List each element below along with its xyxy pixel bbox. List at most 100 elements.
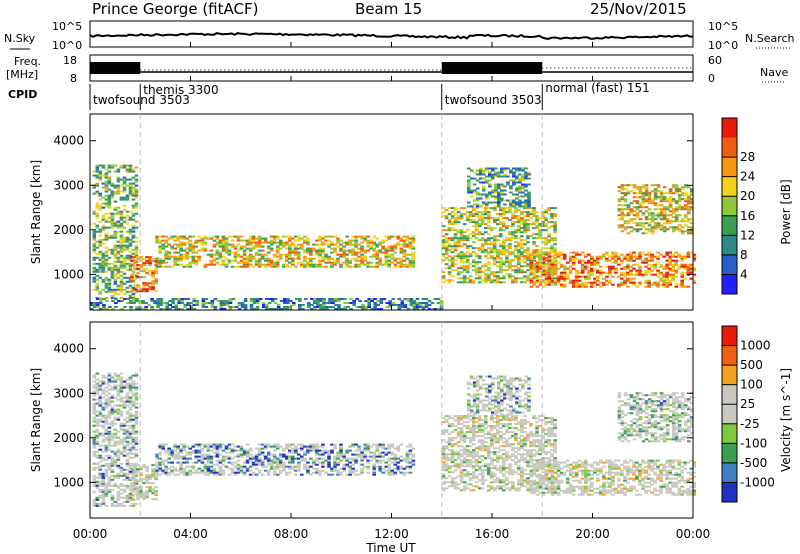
echo-cell: [188, 247, 193, 250]
echo-cell: [164, 265, 168, 268]
echo-cell: [550, 275, 555, 278]
echo-cell: [125, 404, 130, 407]
echo-cell: [559, 253, 564, 256]
echo-cell: [131, 424, 136, 427]
echo-cell: [684, 216, 688, 219]
echo-cell: [517, 209, 521, 212]
echo-cell: [360, 451, 364, 454]
echo-cell: [456, 255, 461, 258]
echo-cell: [547, 275, 552, 278]
echo-cell: [236, 445, 241, 448]
echo-cell: [665, 218, 670, 221]
echo-cell: [677, 196, 682, 199]
echo-cell: [92, 406, 97, 409]
echo-cell: [517, 229, 521, 232]
echo-cell: [408, 253, 413, 256]
echo-cell: [245, 259, 250, 262]
echo-cell: [139, 276, 143, 279]
echo-cell: [629, 190, 634, 193]
echo-cell: [623, 255, 627, 258]
echo-cell: [505, 273, 509, 276]
echo-cell: [275, 463, 280, 466]
echo-cell: [471, 219, 476, 222]
echo-cell: [490, 207, 494, 210]
echo-cell: [176, 451, 180, 454]
echo-cell: [107, 278, 112, 281]
echo-cell: [104, 492, 109, 495]
echo-cell: [541, 257, 546, 260]
echo-cell: [209, 255, 214, 258]
echo-cell: [224, 455, 229, 458]
echo-cell: [255, 308, 260, 310]
echo-cell: [285, 265, 289, 268]
echo-cell: [345, 465, 349, 468]
echo-cell: [474, 223, 479, 226]
echo-cell: [303, 263, 307, 266]
echo-cell: [665, 259, 669, 262]
echo-cell: [125, 244, 130, 247]
echo-cell: [644, 269, 648, 272]
echo-cell: [502, 209, 506, 212]
echo-cell: [337, 308, 341, 310]
echo-cell: [212, 243, 217, 246]
echo-cell: [496, 253, 500, 256]
echo-cell: [683, 265, 688, 268]
echo-cell: [107, 462, 112, 465]
echo-cell: [677, 188, 682, 191]
echo-cell: [641, 273, 645, 276]
echo-cell: [275, 241, 280, 244]
echo-cell: [471, 221, 476, 224]
echo-cell: [521, 183, 525, 186]
echo-cell: [128, 504, 133, 507]
colorbar-segment: [722, 176, 737, 197]
echo-cell: [267, 298, 272, 300]
echo-cell: [203, 455, 208, 458]
echo-cell: [692, 267, 697, 270]
echo-cell: [485, 195, 489, 198]
echo-cell: [541, 255, 546, 258]
echo-cell: [390, 253, 395, 256]
echo-cell: [665, 253, 669, 256]
echo-cell: [142, 276, 146, 279]
echo-cell: [164, 471, 168, 474]
echo-cell: [644, 186, 649, 189]
echo-cell: [270, 298, 275, 300]
echo-cell: [93, 304, 97, 306]
echo-cell: [215, 443, 220, 446]
echo-cell: [101, 374, 106, 377]
echo-cell: [126, 298, 130, 300]
echo-cell: [148, 274, 152, 277]
echo-cell: [480, 219, 485, 222]
echo-cell: [484, 275, 488, 278]
echo-cell: [139, 494, 143, 497]
echo-cell: [390, 247, 395, 250]
echo-cell: [257, 261, 262, 264]
echo-cell: [441, 245, 446, 248]
echo-cell: [101, 408, 106, 411]
echo-cell: [466, 189, 471, 192]
echo-cell: [101, 396, 106, 399]
echo-cell: [101, 450, 106, 453]
echo-cell: [520, 281, 524, 284]
echo-cell: [547, 209, 551, 212]
echo-cell: [110, 234, 115, 237]
echo-cell: [535, 263, 539, 266]
echo-cell: [98, 268, 103, 271]
echo-cell: [659, 214, 664, 217]
echo-cell: [116, 394, 121, 397]
echo-cell: [503, 185, 507, 188]
echo-cell: [620, 184, 625, 187]
echo-cell: [98, 238, 103, 241]
echo-cell: [134, 396, 139, 399]
echo-cell: [550, 245, 554, 248]
echo-cell: [393, 235, 398, 238]
echo-cell: [348, 249, 352, 252]
echo-cell: [541, 225, 545, 228]
echo-cell: [647, 279, 651, 282]
echo-cell: [411, 265, 416, 268]
echo-cell: [327, 243, 331, 246]
echo-cell: [623, 226, 628, 229]
echo-cell: [408, 241, 413, 244]
echo-cell: [145, 290, 149, 293]
echo-cell: [354, 245, 358, 248]
